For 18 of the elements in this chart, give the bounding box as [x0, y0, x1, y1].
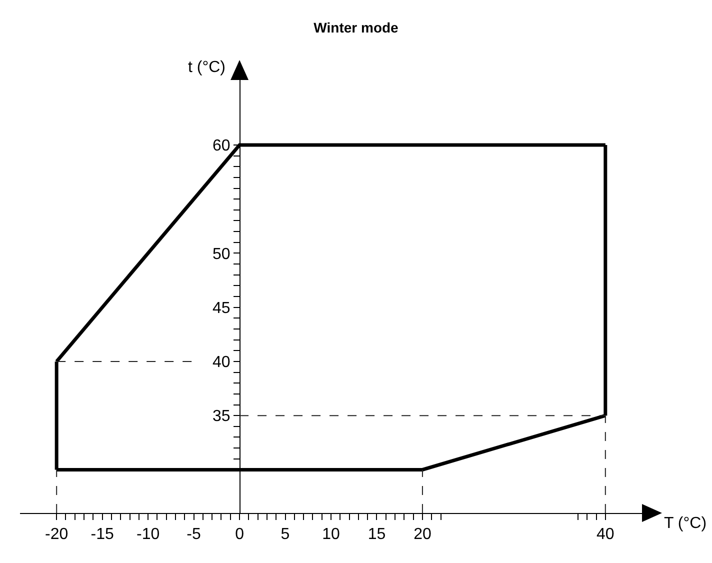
x-tick-label: 0	[235, 526, 244, 544]
y-tick-label: 60	[212, 138, 230, 155]
y-tick-label: 45	[212, 300, 230, 317]
y-tick-label: 40	[212, 354, 230, 372]
x-tick-label: -10	[136, 526, 160, 544]
x-tick-label: 20	[414, 526, 432, 544]
x-tick-label: 10	[322, 526, 340, 544]
y-tick-label: 35	[212, 408, 230, 426]
x-tick-label: 5	[280, 526, 290, 544]
x-tick-label: -20	[45, 526, 68, 544]
x-tick-label: -5	[186, 526, 201, 544]
x-axis-title: T (°C)	[664, 515, 707, 532]
x-tick-label: 40	[596, 526, 614, 544]
y-axis-title: t (°C)	[188, 59, 226, 76]
x-tick-label: -15	[90, 526, 114, 544]
chart-title: Winter mode	[314, 19, 399, 36]
y-tick-label: 50	[212, 246, 230, 263]
x-tick-label: 15	[368, 526, 386, 544]
